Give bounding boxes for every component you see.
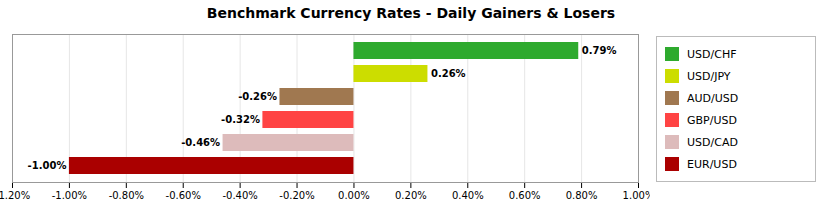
svg-text:-1.20%: -1.20% [0, 190, 30, 201]
html-text:EUR/USD: EUR/USD [687, 157, 737, 171]
svg-text:-0.40%: -0.40% [222, 190, 257, 201]
svg-text:-1.00%: -1.00% [52, 190, 87, 201]
html-text:USD/CHF: USD/CHF [687, 47, 737, 61]
html-text:AUD/USD: AUD/USD [687, 91, 739, 105]
svg-text:-0.60%: -0.60% [166, 190, 201, 201]
html-text:USD/JPY: USD/JPY [687, 69, 731, 83]
html-text:GBP/USD: GBP/USD [687, 113, 737, 127]
svg-text:0.40%: 0.40% [452, 190, 484, 201]
svg-text:0.26%: 0.26% [431, 68, 466, 79]
svg-text:-0.80%: -0.80% [109, 190, 144, 201]
svg-text:1.00%: 1.00% [623, 190, 650, 201]
svg-text:0.60%: 0.60% [509, 190, 541, 201]
svg-text:-0.20%: -0.20% [279, 190, 314, 201]
svg-text:-0.46%: -0.46% [181, 137, 220, 148]
svg-text:0.00%: 0.00% [338, 190, 370, 201]
html-text:Benchmark Currency Rates - Dai: Benchmark Currency Rates - Daily Gainers… [206, 5, 616, 21]
svg-text:0.20%: 0.20% [395, 190, 427, 201]
svg-text:0.80%: 0.80% [566, 190, 598, 201]
html-text:USD/CAD: USD/CAD [687, 135, 738, 149]
svg-text:-0.32%: -0.32% [221, 114, 260, 125]
svg-text:-1.00%: -1.00% [28, 160, 67, 171]
svg-text:0.79%: 0.79% [582, 45, 617, 56]
svg-text:-0.26%: -0.26% [238, 91, 277, 102]
